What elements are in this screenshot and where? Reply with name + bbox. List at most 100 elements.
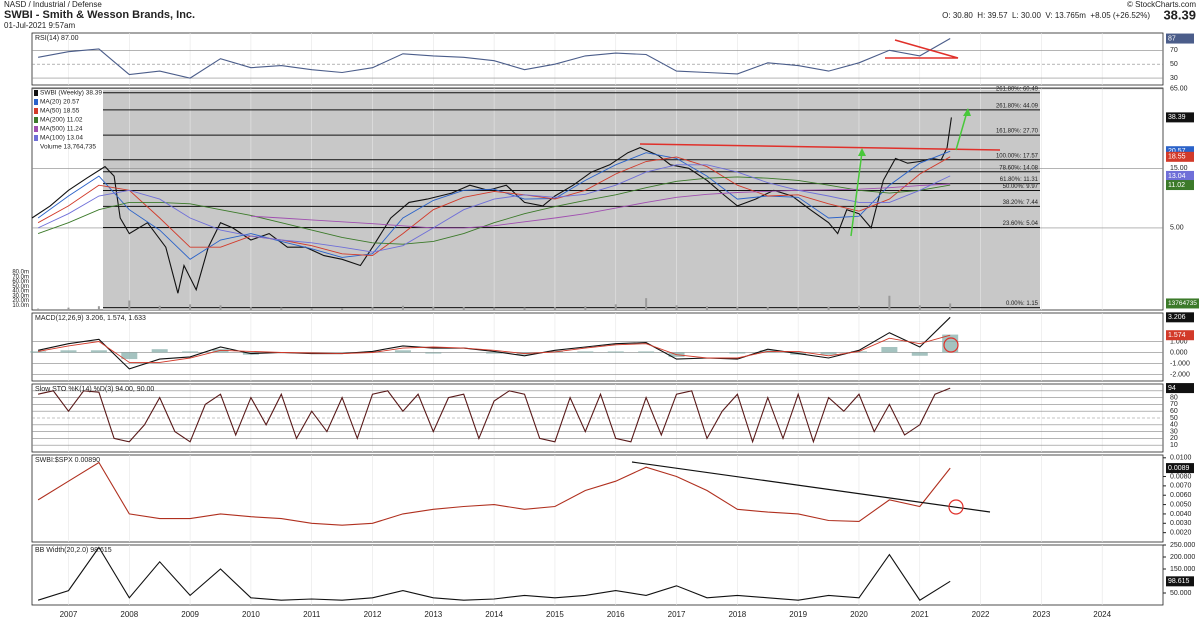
y-tick-label: 0.0070 xyxy=(1170,483,1192,490)
histogram-bar xyxy=(850,351,867,353)
histogram-bar xyxy=(212,349,229,353)
exchange: NASD / Industrial / Defense xyxy=(4,0,102,9)
highlight-circle xyxy=(943,337,959,353)
badge-label: 87 xyxy=(1168,35,1176,42)
volume-bar xyxy=(584,306,587,310)
histogram-bar xyxy=(60,350,77,353)
legend-swatch xyxy=(34,108,38,114)
badge-label: 11.02 xyxy=(1168,182,1185,189)
volume-bar xyxy=(158,305,161,310)
badge xyxy=(1166,576,1194,587)
histogram-bar xyxy=(425,352,442,354)
fib-label: 61.80%: 11.31 xyxy=(1000,177,1039,183)
volume-bar xyxy=(280,307,283,310)
series-line xyxy=(37,387,951,444)
badge xyxy=(1166,33,1194,44)
series-line xyxy=(37,164,951,253)
badge-label: 94 xyxy=(1168,385,1176,392)
volume-bar xyxy=(219,305,222,310)
y-tick-label: 50 xyxy=(1170,61,1178,68)
volume-bar xyxy=(797,307,800,310)
badge xyxy=(1166,170,1194,181)
legend-swatch xyxy=(34,126,38,132)
histogram-bar xyxy=(30,351,47,353)
histogram-bar xyxy=(911,352,928,356)
badge-label: 13764735 xyxy=(1168,300,1197,307)
fib-label: 261.80%: 60.49 xyxy=(996,86,1039,92)
volume-tick-label: 40.0m xyxy=(12,289,29,295)
x-tick-label: 2015 xyxy=(546,610,564,619)
legend: MACD(12,26,9) 3.206, 1.574, 1.633 xyxy=(35,315,146,322)
volume-bar xyxy=(401,305,404,310)
volume-bar xyxy=(918,305,921,310)
volume-bar xyxy=(37,308,40,310)
x-tick-label: 2017 xyxy=(668,610,686,619)
x-tick-label: 2018 xyxy=(728,610,746,619)
histogram-bar xyxy=(638,351,655,353)
y-tick-label: 0.000 xyxy=(1170,349,1188,356)
volume-bar xyxy=(462,307,465,310)
panel-frame xyxy=(31,544,1164,606)
y-tick-label: 0.0080 xyxy=(1170,473,1192,480)
badge-label: 1.574 xyxy=(1168,332,1186,339)
series-line xyxy=(38,334,951,363)
y-tick-label: 65.00 xyxy=(1170,86,1188,93)
volume-tick-label: 70.0m xyxy=(12,274,29,280)
badge xyxy=(1166,298,1199,309)
y-tick-label: 60 xyxy=(1170,408,1178,415)
volume-bar xyxy=(523,307,526,310)
x-tick-label: 2016 xyxy=(607,610,625,619)
legend-entry: MA(20) 20.57 xyxy=(40,99,80,106)
arrow-head xyxy=(963,108,971,116)
x-tick-label: 2012 xyxy=(364,610,382,619)
volume-tick-label: 20.0m xyxy=(12,298,29,304)
legend-swatch xyxy=(34,135,38,141)
quote: O: 30.80 H: 39.57 L: 30.00 V: 13.765m +8… xyxy=(942,11,1150,20)
arrow xyxy=(955,111,968,151)
volume-bar xyxy=(645,298,648,310)
fib-label: 78.60%: 14.08 xyxy=(999,165,1038,171)
volume-bar xyxy=(736,306,739,310)
x-tick-label: 2022 xyxy=(972,610,990,619)
resistance-line xyxy=(639,143,1001,151)
volume-bar xyxy=(614,304,617,310)
histogram-bar xyxy=(607,351,624,353)
volume-bar xyxy=(675,305,678,310)
y-tick-label: 15.00 xyxy=(1170,165,1188,172)
source: © StockCharts.com xyxy=(1127,0,1196,9)
volume-bar xyxy=(341,308,344,310)
y-tick-label: -2.000 xyxy=(1170,371,1190,378)
histogram-bar xyxy=(151,349,168,353)
y-tick-label: 1.000 xyxy=(1170,338,1188,345)
volume-bar xyxy=(249,307,252,310)
y-tick-label: 70 xyxy=(1170,47,1178,54)
badge-label: 0.0089 xyxy=(1168,465,1190,472)
series-line xyxy=(37,156,951,257)
volume-bar xyxy=(553,307,556,310)
datetime: 01-Jul-2021 9:57am xyxy=(4,21,75,30)
series-line xyxy=(37,176,951,245)
x-tick-label: 2008 xyxy=(120,610,138,619)
volume-bar xyxy=(888,295,891,310)
legend: Slow STO %K(14) %D(3) 94.00, 90.00 xyxy=(35,386,154,393)
y-tick-label: 70 xyxy=(1170,401,1178,408)
fib-label: 0.00%: 1.15 xyxy=(1006,301,1039,307)
legend: SWBI:$SPX 0.00890 xyxy=(35,457,100,464)
badge-label: 3.206 xyxy=(1168,314,1186,321)
x-tick-label: 2014 xyxy=(485,610,503,619)
legend-entry: MA(100) 13.04 xyxy=(40,135,83,142)
volume-bar xyxy=(310,308,313,310)
x-tick-label: 2007 xyxy=(60,610,78,619)
volume-bar xyxy=(949,303,952,310)
y-tick-label: 0.0050 xyxy=(1170,501,1192,508)
volume-tick-label: 50.0m xyxy=(12,284,29,290)
legend-swatch xyxy=(34,90,38,96)
badge-label: 38.39 xyxy=(1168,114,1186,121)
histogram-bar xyxy=(577,351,594,353)
y-tick-label: 0.0030 xyxy=(1170,520,1192,527)
y-tick-label: 0.0020 xyxy=(1170,529,1192,536)
y-tick-label: 5.00 xyxy=(1170,225,1184,232)
y-tick-label: 200.000 xyxy=(1170,554,1195,561)
badge xyxy=(1166,112,1194,123)
